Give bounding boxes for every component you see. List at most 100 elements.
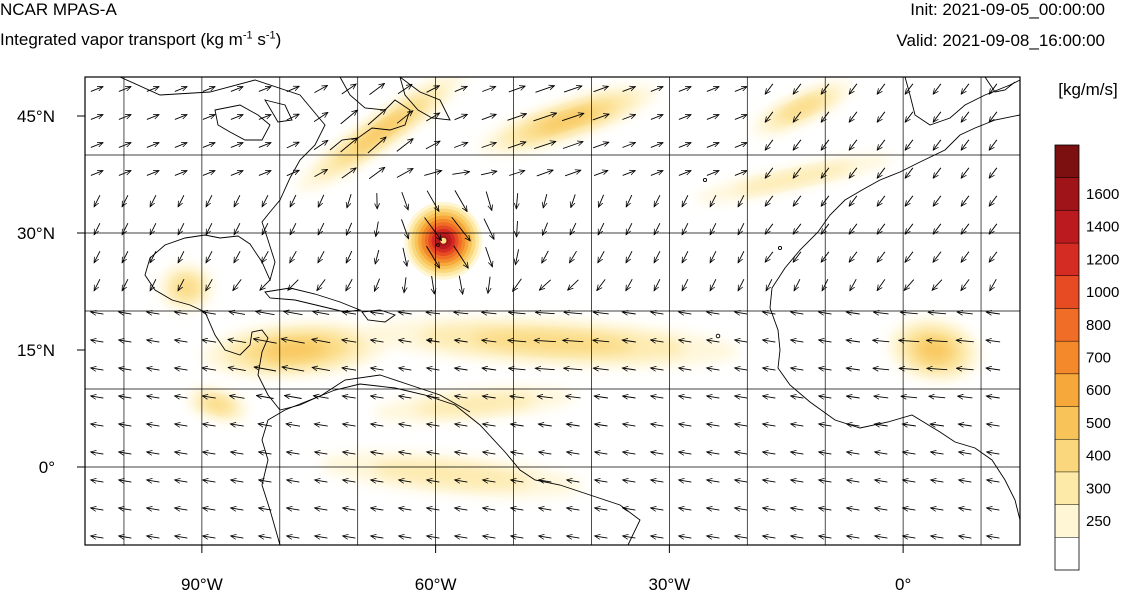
valid-time: Valid: 2021-09-08_16:00:00 bbox=[896, 31, 1105, 50]
wind-vector bbox=[174, 87, 187, 92]
model-title: NCAR MPAS-A bbox=[0, 0, 117, 19]
wind-vector bbox=[399, 480, 412, 482]
wind-vector bbox=[175, 508, 188, 510]
wind-vector bbox=[228, 367, 246, 370]
wind-vector bbox=[593, 86, 609, 93]
wind-vector bbox=[987, 424, 1000, 426]
wind-vector bbox=[483, 424, 496, 426]
wind-vector bbox=[481, 114, 496, 121]
colorbar-swatch bbox=[1055, 210, 1079, 244]
wind-vector bbox=[539, 279, 552, 290]
wind-vector bbox=[819, 396, 832, 398]
wind-vector bbox=[312, 339, 331, 344]
wind-vector bbox=[542, 222, 549, 236]
wind-vector bbox=[821, 111, 830, 122]
colorbar-units: [kg/m/s] bbox=[1058, 80, 1118, 99]
wind-vector bbox=[426, 86, 440, 93]
wind-vector bbox=[763, 368, 776, 370]
wind-vector bbox=[956, 368, 974, 370]
island-cape-verde bbox=[715, 333, 721, 339]
wind-vector bbox=[230, 396, 245, 399]
wind-vector bbox=[562, 142, 583, 149]
wind-vector bbox=[903, 508, 916, 510]
wind-vector bbox=[404, 277, 406, 292]
wind-vector bbox=[396, 169, 413, 178]
wind-vector bbox=[849, 195, 858, 206]
wind-vector bbox=[543, 193, 547, 208]
field-title-mid: s bbox=[252, 30, 266, 49]
wind-vector bbox=[961, 279, 970, 290]
ivt-contour bbox=[204, 397, 231, 412]
wind-vector bbox=[763, 508, 776, 510]
wind-vector bbox=[791, 396, 804, 398]
wind-vector bbox=[426, 113, 439, 122]
wind-vector bbox=[452, 172, 469, 175]
wind-vector bbox=[371, 396, 384, 398]
wind-vector bbox=[231, 508, 244, 510]
wind-vector bbox=[402, 247, 407, 266]
wind-vector bbox=[650, 87, 663, 92]
wind-vector bbox=[905, 195, 914, 206]
coastlines bbox=[119, 77, 1020, 545]
wind-vector bbox=[651, 452, 664, 454]
wind-vector bbox=[875, 536, 888, 538]
wind-vector bbox=[536, 170, 553, 177]
wind-vector bbox=[791, 480, 804, 482]
wind-vector bbox=[986, 312, 1000, 314]
wind-vector bbox=[91, 536, 104, 538]
wind-vector bbox=[595, 508, 608, 510]
wind-vector bbox=[595, 536, 608, 538]
island-azores bbox=[702, 177, 708, 183]
ivt-contour bbox=[472, 331, 633, 354]
wind-vector bbox=[425, 141, 440, 150]
wind-vector bbox=[905, 251, 914, 263]
wind-vector bbox=[317, 279, 326, 290]
wind-vector bbox=[930, 424, 944, 426]
ivt-contour bbox=[780, 96, 824, 120]
wind-vector bbox=[453, 245, 469, 268]
wind-vector bbox=[597, 279, 606, 290]
wind-vector bbox=[119, 396, 132, 398]
wind-vector bbox=[118, 115, 131, 120]
wind-vector bbox=[119, 424, 132, 426]
wind-vector bbox=[763, 424, 776, 426]
wind-vector bbox=[281, 339, 305, 344]
field-title: Integrated vapor transport (kg m-1 s-1) bbox=[0, 30, 281, 50]
lat-tick-label: 30°N bbox=[17, 224, 55, 243]
wind-vector bbox=[707, 536, 720, 538]
wind-vector bbox=[485, 246, 493, 267]
wind-vector bbox=[287, 480, 300, 482]
wind-vector bbox=[341, 168, 356, 179]
wind-vector bbox=[454, 190, 467, 211]
wind-vector bbox=[793, 251, 802, 262]
wind-vector bbox=[94, 250, 101, 263]
wind-vector bbox=[286, 113, 299, 121]
wind-vector bbox=[651, 480, 664, 482]
wind-vector bbox=[873, 368, 890, 370]
wind-vector bbox=[929, 396, 946, 398]
ivt-feature-blob bbox=[158, 264, 214, 311]
great-lakes bbox=[214, 99, 293, 141]
wind-vector bbox=[427, 396, 440, 398]
wind-vector bbox=[710, 250, 717, 263]
wind-vector bbox=[91, 340, 104, 342]
wind-vector bbox=[734, 115, 747, 120]
wind-vector bbox=[511, 480, 524, 482]
wind-vector bbox=[651, 424, 664, 426]
wind-vector bbox=[286, 86, 299, 93]
wind-vector bbox=[259, 536, 272, 538]
wind-vector bbox=[707, 312, 720, 314]
wind-vector bbox=[371, 340, 384, 342]
wind-vector bbox=[793, 111, 802, 122]
wind-vector bbox=[147, 424, 160, 426]
wind-vector bbox=[262, 194, 269, 207]
colorbar-swatch bbox=[1055, 373, 1079, 407]
wind-vector bbox=[651, 340, 664, 342]
wind-vector bbox=[342, 340, 357, 342]
wind-vector bbox=[230, 87, 243, 92]
wind-vector bbox=[481, 171, 497, 176]
wind-vector bbox=[707, 424, 720, 426]
lon-tick-label: 90°W bbox=[181, 575, 223, 593]
wind-vector bbox=[119, 480, 132, 482]
island-canaries bbox=[777, 245, 783, 251]
